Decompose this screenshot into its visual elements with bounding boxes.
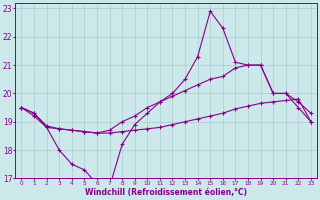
- X-axis label: Windchill (Refroidissement éolien,°C): Windchill (Refroidissement éolien,°C): [85, 188, 247, 197]
